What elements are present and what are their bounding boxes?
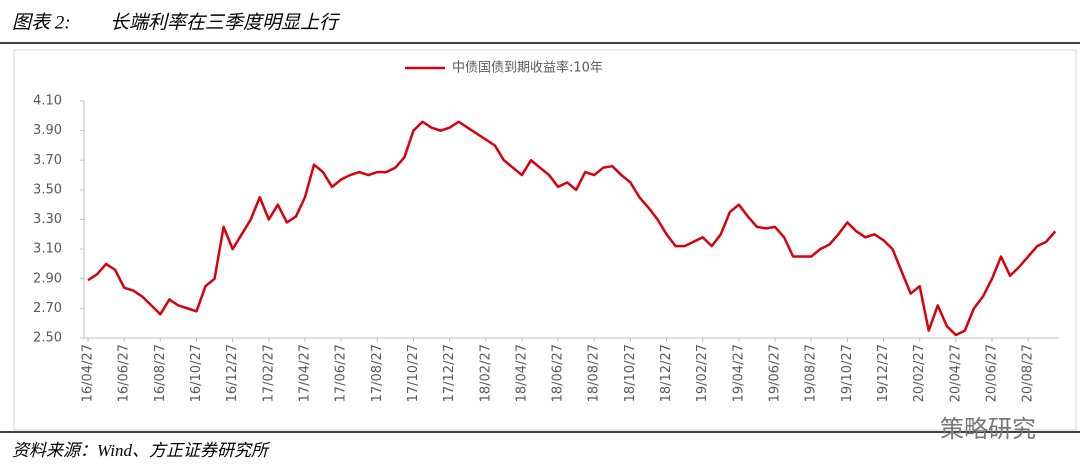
x-tick-label: 16/04/27 [81,344,96,402]
y-tick-label: 2.50 [33,331,62,346]
x-tick-label: 19/02/27 [695,344,710,402]
x-tick-label: 18/08/27 [587,344,602,402]
x-tick-label: 18/06/27 [551,344,566,402]
x-tick-label: 18/04/27 [514,344,529,402]
source: 资料来源：Wind、方正证券研究所 [12,441,271,460]
x-tick-label: 19/08/27 [804,344,819,402]
chart-frame [13,49,1077,431]
figure-title: 长端利率在三季度明显上行 [110,11,341,33]
x-tick-label: 20/02/27 [912,344,927,402]
x-tick-label: 17/08/27 [370,344,385,402]
y-tick-label: 3.50 [33,182,62,197]
x-tick-label: 18/10/27 [623,344,638,402]
y-tick-label: 3.90 [33,123,62,138]
x-tick-label: 16/12/27 [225,344,240,402]
x-tick-label: 17/10/27 [406,344,421,402]
watermark: 策略研究 [940,415,1036,443]
x-tick-label: 20/08/27 [1021,344,1036,402]
x-tick-label: 17/06/27 [334,344,349,402]
y-tick-label: 2.70 [33,301,62,316]
x-tick-label: 20/04/27 [948,344,963,402]
x-tick-label: 19/06/27 [768,344,783,402]
x-tick-label: 19/04/27 [731,344,746,402]
x-tick-label: 17/12/27 [442,344,457,402]
x-tick-label: 20/06/27 [985,344,1000,402]
x-tick-label: 16/08/27 [153,344,168,402]
x-tick-label: 19/12/27 [876,344,891,402]
figure-number: 图表 2: [12,12,71,33]
x-tick-label: 17/02/27 [261,344,276,402]
series-line [87,120,1057,337]
x-tick-label: 19/10/27 [840,344,855,402]
y-tick-label: 3.30 [33,212,62,227]
x-tick-label: 18/12/27 [659,344,674,402]
x-tick-label: 18/02/27 [478,344,493,402]
x-tick-label: 17/04/27 [297,344,312,402]
x-tick-label: 16/06/27 [117,344,132,402]
x-tick-label: 16/10/27 [189,344,204,402]
y-tick-label: 3.70 [33,153,62,168]
y-tick-label: 4.10 [33,94,62,109]
y-tick-label: 2.90 [33,271,62,286]
y-tick-label: 3.10 [33,242,62,257]
legend-label: 中债国债到期收益率:10年 [452,60,603,76]
